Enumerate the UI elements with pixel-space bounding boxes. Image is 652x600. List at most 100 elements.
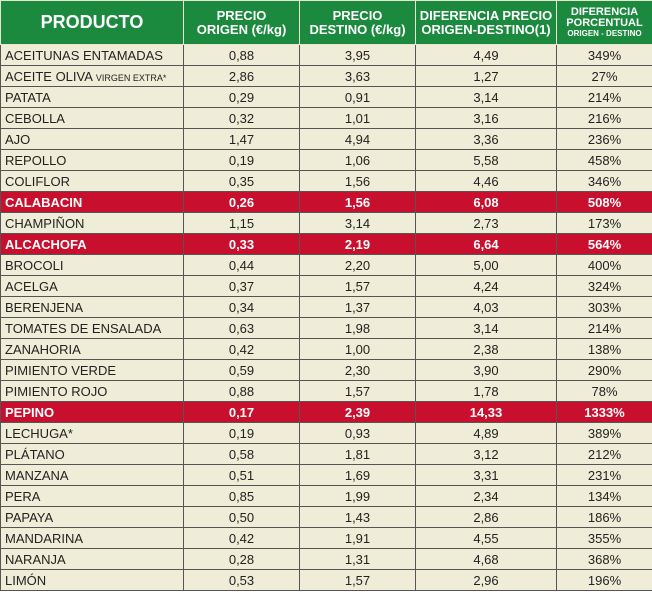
product-name: PLÁTANO xyxy=(5,446,65,462)
product-name: ALCACHOFA xyxy=(5,236,87,252)
cell-diferencia-precio: 4,89 xyxy=(415,422,557,444)
cell-diferencia-porcentual: 196% xyxy=(556,569,652,591)
cell-producto: ALCACHOFA xyxy=(0,233,184,255)
cell-diferencia-precio: 3,14 xyxy=(415,317,557,339)
product-name: ACEITUNAS ENTAMADAS xyxy=(5,47,163,63)
cell-producto: BERENJENA xyxy=(0,296,184,318)
cell-precio-destino: 1,91 xyxy=(299,527,416,549)
product-name: REPOLLO xyxy=(5,152,67,168)
cell-precio-destino: 1,98 xyxy=(299,317,416,339)
product-name: NARANJA xyxy=(5,551,66,567)
cell-producto: PEPINO xyxy=(0,401,184,423)
cell-precio-destino: 0,93 xyxy=(299,422,416,444)
cell-diferencia-precio: 4,46 xyxy=(415,170,557,192)
table-row: CEBOLLA 0,32 1,01 3,16 216% xyxy=(0,107,652,129)
cell-diferencia-porcentual: 389% xyxy=(556,422,652,444)
table-row: PEPINO 0,17 2,39 14,33 1333% xyxy=(0,401,652,423)
product-name: BERENJENA xyxy=(5,299,84,315)
product-name: PAPAYA xyxy=(5,509,54,525)
cell-diferencia-porcentual: 134% xyxy=(556,485,652,507)
cell-diferencia-porcentual: 458% xyxy=(556,149,652,171)
product-name: PERA xyxy=(5,488,41,504)
cell-diferencia-precio: 4,49 xyxy=(415,44,557,66)
product-name: MANDARINA xyxy=(5,530,84,546)
header-line: PORCENTUAL xyxy=(566,17,643,30)
cell-diferencia-porcentual: 186% xyxy=(556,506,652,528)
cell-producto: LECHUGA* xyxy=(0,422,184,444)
cell-producto: PAPAYA xyxy=(0,506,184,528)
cell-precio-destino: 1,31 xyxy=(299,548,416,570)
cell-diferencia-porcentual: 1333% xyxy=(556,401,652,423)
table-row: TOMATES DE ENSALADA 0,63 1,98 3,14 214% xyxy=(0,317,652,339)
cell-diferencia-porcentual: 212% xyxy=(556,443,652,465)
cell-precio-destino: 1,37 xyxy=(299,296,416,318)
cell-producto: ACELGA xyxy=(0,275,184,297)
cell-precio-origen: 0,63 xyxy=(183,317,300,339)
product-name: PIMIENTO ROJO xyxy=(5,383,108,399)
cell-precio-origen: 0,26 xyxy=(183,191,300,213)
header-producto: PRODUCTO xyxy=(0,0,184,45)
header-row: PRODUCTO PRECIO ORIGEN (€/kg) PRECIO DESTI… xyxy=(0,0,652,45)
cell-producto: MANDARINA xyxy=(0,527,184,549)
header-line: PRECIO xyxy=(216,7,267,23)
cell-precio-destino: 0,91 xyxy=(299,86,416,108)
cell-producto: ACEITUNAS ENTAMADAS xyxy=(0,44,184,66)
product-name: LIMÓN xyxy=(5,572,47,588)
table-row: PERA 0,85 1,99 2,34 134% xyxy=(0,485,652,507)
cell-diferencia-porcentual: 346% xyxy=(556,170,652,192)
table-row: ACELGA 0,37 1,57 4,24 324% xyxy=(0,275,652,297)
table-row: PLÁTANO 0,58 1,81 3,12 212% xyxy=(0,443,652,465)
cell-precio-origen: 0,33 xyxy=(183,233,300,255)
cell-diferencia-precio: 14,33 xyxy=(415,401,557,423)
cell-diferencia-porcentual: 214% xyxy=(556,86,652,108)
cell-diferencia-precio: 4,55 xyxy=(415,527,557,549)
cell-diferencia-porcentual: 303% xyxy=(556,296,652,318)
cell-diferencia-porcentual: 324% xyxy=(556,275,652,297)
product-name: AJO xyxy=(5,131,31,147)
product-name: ACELGA xyxy=(5,278,58,294)
cell-precio-origen: 0,51 xyxy=(183,464,300,486)
table-row: PAPAYA 0,50 1,43 2,86 186% xyxy=(0,506,652,528)
table-row: MANDARINA 0,42 1,91 4,55 355% xyxy=(0,527,652,549)
cell-precio-origen: 0,37 xyxy=(183,275,300,297)
cell-precio-destino: 2,19 xyxy=(299,233,416,255)
cell-precio-destino: 1,00 xyxy=(299,338,416,360)
header-line: ORIGEN-DESTINO(1) xyxy=(421,21,551,37)
table-row: CHAMPIÑON 1,15 3,14 2,73 173% xyxy=(0,212,652,234)
cell-diferencia-porcentual: 236% xyxy=(556,128,652,150)
cell-precio-destino: 1,56 xyxy=(299,191,416,213)
product-name: CHAMPIÑON xyxy=(5,215,85,231)
cell-diferencia-precio: 2,86 xyxy=(415,506,557,528)
cell-producto: ACEITE OLIVA VIRGEN EXTRA* xyxy=(0,65,184,87)
cell-diferencia-porcentual: 173% xyxy=(556,212,652,234)
cell-producto: PLÁTANO xyxy=(0,443,184,465)
cell-diferencia-precio: 3,90 xyxy=(415,359,557,381)
cell-producto: CEBOLLA xyxy=(0,107,184,129)
product-name-detail: VIRGEN EXTRA* xyxy=(95,72,167,83)
cell-precio-origen: 0,32 xyxy=(183,107,300,129)
cell-precio-origen: 0,19 xyxy=(183,149,300,171)
cell-precio-destino: 1,69 xyxy=(299,464,416,486)
table-row: CALABACIN 0,26 1,56 6,08 508% xyxy=(0,191,652,213)
header-precio-origen: PRECIO ORIGEN (€/kg) xyxy=(183,0,300,45)
header-line: DESTINO (€/kg) xyxy=(309,21,406,37)
cell-diferencia-precio: 3,31 xyxy=(415,464,557,486)
cell-producto: AJO xyxy=(0,128,184,150)
cell-precio-destino: 3,95 xyxy=(299,44,416,66)
header-line: PRECIO xyxy=(332,7,383,23)
cell-producto: PATATA xyxy=(0,86,184,108)
cell-precio-destino: 3,14 xyxy=(299,212,416,234)
cell-diferencia-porcentual: 564% xyxy=(556,233,652,255)
cell-precio-origen: 0,88 xyxy=(183,44,300,66)
cell-producto: ZANAHORIA xyxy=(0,338,184,360)
cell-diferencia-precio: 4,24 xyxy=(415,275,557,297)
cell-diferencia-porcentual: 27% xyxy=(556,65,652,87)
cell-diferencia-porcentual: 78% xyxy=(556,380,652,402)
cell-diferencia-precio: 3,12 xyxy=(415,443,557,465)
cell-producto: PIMIENTO VERDE xyxy=(0,359,184,381)
cell-diferencia-porcentual: 508% xyxy=(556,191,652,213)
cell-diferencia-precio: 2,96 xyxy=(415,569,557,591)
cell-precio-origen: 1,47 xyxy=(183,128,300,150)
cell-precio-destino: 1,06 xyxy=(299,149,416,171)
cell-precio-destino: 1,57 xyxy=(299,380,416,402)
